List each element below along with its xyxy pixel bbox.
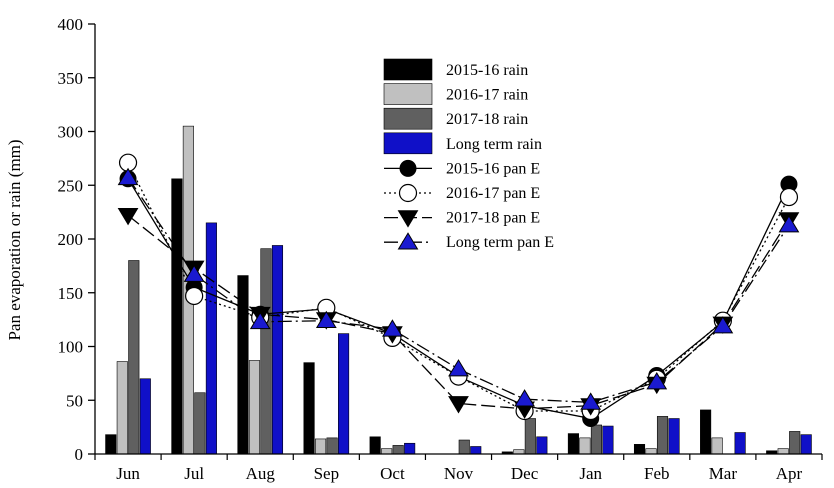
bar-2016-17-rain-apr (777, 448, 789, 455)
bar-2016-17-rain-sep (315, 438, 327, 455)
legend-marker-2016-17-pan-e (398, 183, 418, 203)
y-axis-label: Pan evaporation or rain (mm) (5, 139, 24, 340)
bar-2017-18-rain-jan (590, 424, 602, 455)
legend-label-2016-17-pan-e: 2016-17 pan E (446, 185, 540, 202)
bar-2017-18-rain-feb (656, 416, 669, 455)
legend-label-2016-17-rain: 2016-17 rain (446, 87, 528, 104)
point-2016-17-pan-e-apr (779, 187, 799, 207)
bar-2017-18-rain-jul (194, 392, 206, 455)
x-tick-label-jul: Jul (184, 464, 204, 483)
bar-2017-18-rain-apr (789, 431, 801, 455)
bar-2015-16-rain-feb (633, 444, 646, 455)
legend-label-2017-18-pan-e: 2017-18 pan E (446, 210, 540, 227)
legend-swatch-long-term-rain (383, 132, 433, 155)
x-tick-label-sep: Sep (314, 464, 340, 483)
y-tick-label-350: 350 (58, 69, 84, 88)
point-long-term-pan-e-feb (646, 371, 668, 390)
x-tick-label-apr: Apr (776, 464, 803, 483)
legend-label-long-term-rain: Long term rain (446, 136, 542, 153)
bar-2016-17-rain-mar (711, 437, 723, 455)
legend-marker-long-term-pan-e (397, 232, 419, 250)
y-tick-label-200: 200 (58, 230, 84, 249)
bar-2016-17-rain-feb (645, 448, 657, 455)
bar-long-term-rain-aug (271, 245, 284, 455)
bar-2017-18-rain-nov (458, 439, 470, 455)
point-long-term-pan-e-nov (448, 359, 469, 377)
point-2017-18-pan-e-nov (448, 396, 469, 414)
point-2016-17-pan-e-jul (185, 286, 204, 306)
line-2017-18-pan-e (127, 214, 790, 410)
bar-2016-17-rain-jan (579, 437, 591, 455)
x-tick-label-nov: Nov (444, 464, 474, 483)
legend-marker-2015-16-pan-e (399, 159, 417, 177)
x-tick-label-jun: Jun (116, 464, 140, 483)
bar-long-term-rain-oct (404, 442, 416, 455)
x-tick-label-oct: Oct (380, 464, 405, 483)
bar-2017-18-rain-oct (392, 445, 404, 455)
legend-swatch-2017-18-rain (383, 107, 433, 130)
bar-2016-17-rain-jun (116, 361, 128, 455)
bar-2016-17-rain-aug (248, 360, 261, 455)
bar-long-term-rain-feb (668, 418, 680, 455)
bar-long-term-rain-sep (338, 333, 350, 455)
x-tick-label-jan: Jan (579, 464, 602, 483)
bars-layer (105, 125, 812, 455)
y-tick-label-100: 100 (58, 338, 84, 357)
bar-2017-18-rain-dec (524, 418, 536, 455)
point-long-term-pan-e-sep (315, 310, 337, 329)
point-long-term-pan-e-dec (514, 389, 535, 407)
bar-long-term-rain-mar (734, 432, 746, 455)
point-2017-18-pan-e-jun (117, 208, 139, 226)
bar-long-term-rain-jan (602, 425, 614, 455)
legend-label-long-term-pan-e: Long term pan E (446, 234, 554, 251)
y-tick-label-0: 0 (75, 445, 84, 464)
bar-long-term-rain-apr (800, 434, 812, 455)
bar-2015-16-rain-mar (700, 409, 712, 455)
point-long-term-pan-e-jan (580, 392, 602, 410)
y-tick-label-50: 50 (66, 391, 83, 410)
legend-marker-2017-18-pan-e (397, 210, 419, 228)
x-tick-label-mar: Mar (709, 464, 738, 483)
bar-2015-16-rain-jul (171, 178, 183, 455)
point-long-term-pan-e-mar (712, 316, 734, 334)
legend-label-2017-18-rain: 2017-18 rain (446, 111, 528, 128)
line-2016-17-pan-e (127, 162, 790, 412)
bar-2015-16-rain-sep (303, 362, 315, 455)
point-long-term-pan-e-apr (778, 215, 800, 233)
point-long-term-pan-e-oct (382, 319, 403, 337)
point-long-term-pan-e-jun (117, 167, 139, 186)
bar-2015-16-rain-jun (105, 434, 117, 455)
point-long-term-pan-e-jul (183, 264, 205, 282)
legend-swatch-2016-17-rain (383, 83, 433, 105)
legend-label-2015-16-pan-e: 2015-16 pan E (446, 160, 540, 177)
bar-2016-17-rain-oct (381, 448, 393, 455)
legend-label-2015-16-rain: 2015-16 rain (446, 62, 528, 79)
y-tick-label-150: 150 (58, 284, 84, 303)
bar-2015-16-rain-jan (567, 433, 579, 455)
lines-layer (117, 153, 800, 428)
legend-swatch-2015-16-rain (383, 58, 433, 81)
bar-2017-18-rain-aug (260, 248, 272, 455)
y-tick-label-400: 400 (58, 15, 84, 34)
bar-long-term-rain-jun (139, 378, 151, 455)
bar-2017-18-rain-jun (128, 260, 140, 455)
bar-2015-16-rain-oct (369, 436, 381, 455)
bar-long-term-rain-jul (205, 222, 217, 455)
bar-long-term-rain-nov (470, 446, 482, 455)
legend: 2015-16 rain 2016-17 rain 2017-18 rain Long… (383, 58, 554, 251)
point-long-term-pan-e-aug (249, 311, 271, 330)
x-tick-label-aug: Aug (246, 464, 276, 483)
axes-layer: 0 50 100 150 200 250 300 350 400 Jun Jul Aug Sep Oct N… (58, 15, 823, 483)
bar-long-term-rain-dec (536, 436, 548, 455)
bar-2017-18-rain-sep (326, 437, 338, 455)
x-tick-label-feb: Feb (644, 464, 670, 483)
y-tick-label-300: 300 (58, 123, 84, 142)
y-tick-label-250: 250 (58, 176, 84, 195)
x-tick-label-dec: Dec (511, 464, 539, 483)
